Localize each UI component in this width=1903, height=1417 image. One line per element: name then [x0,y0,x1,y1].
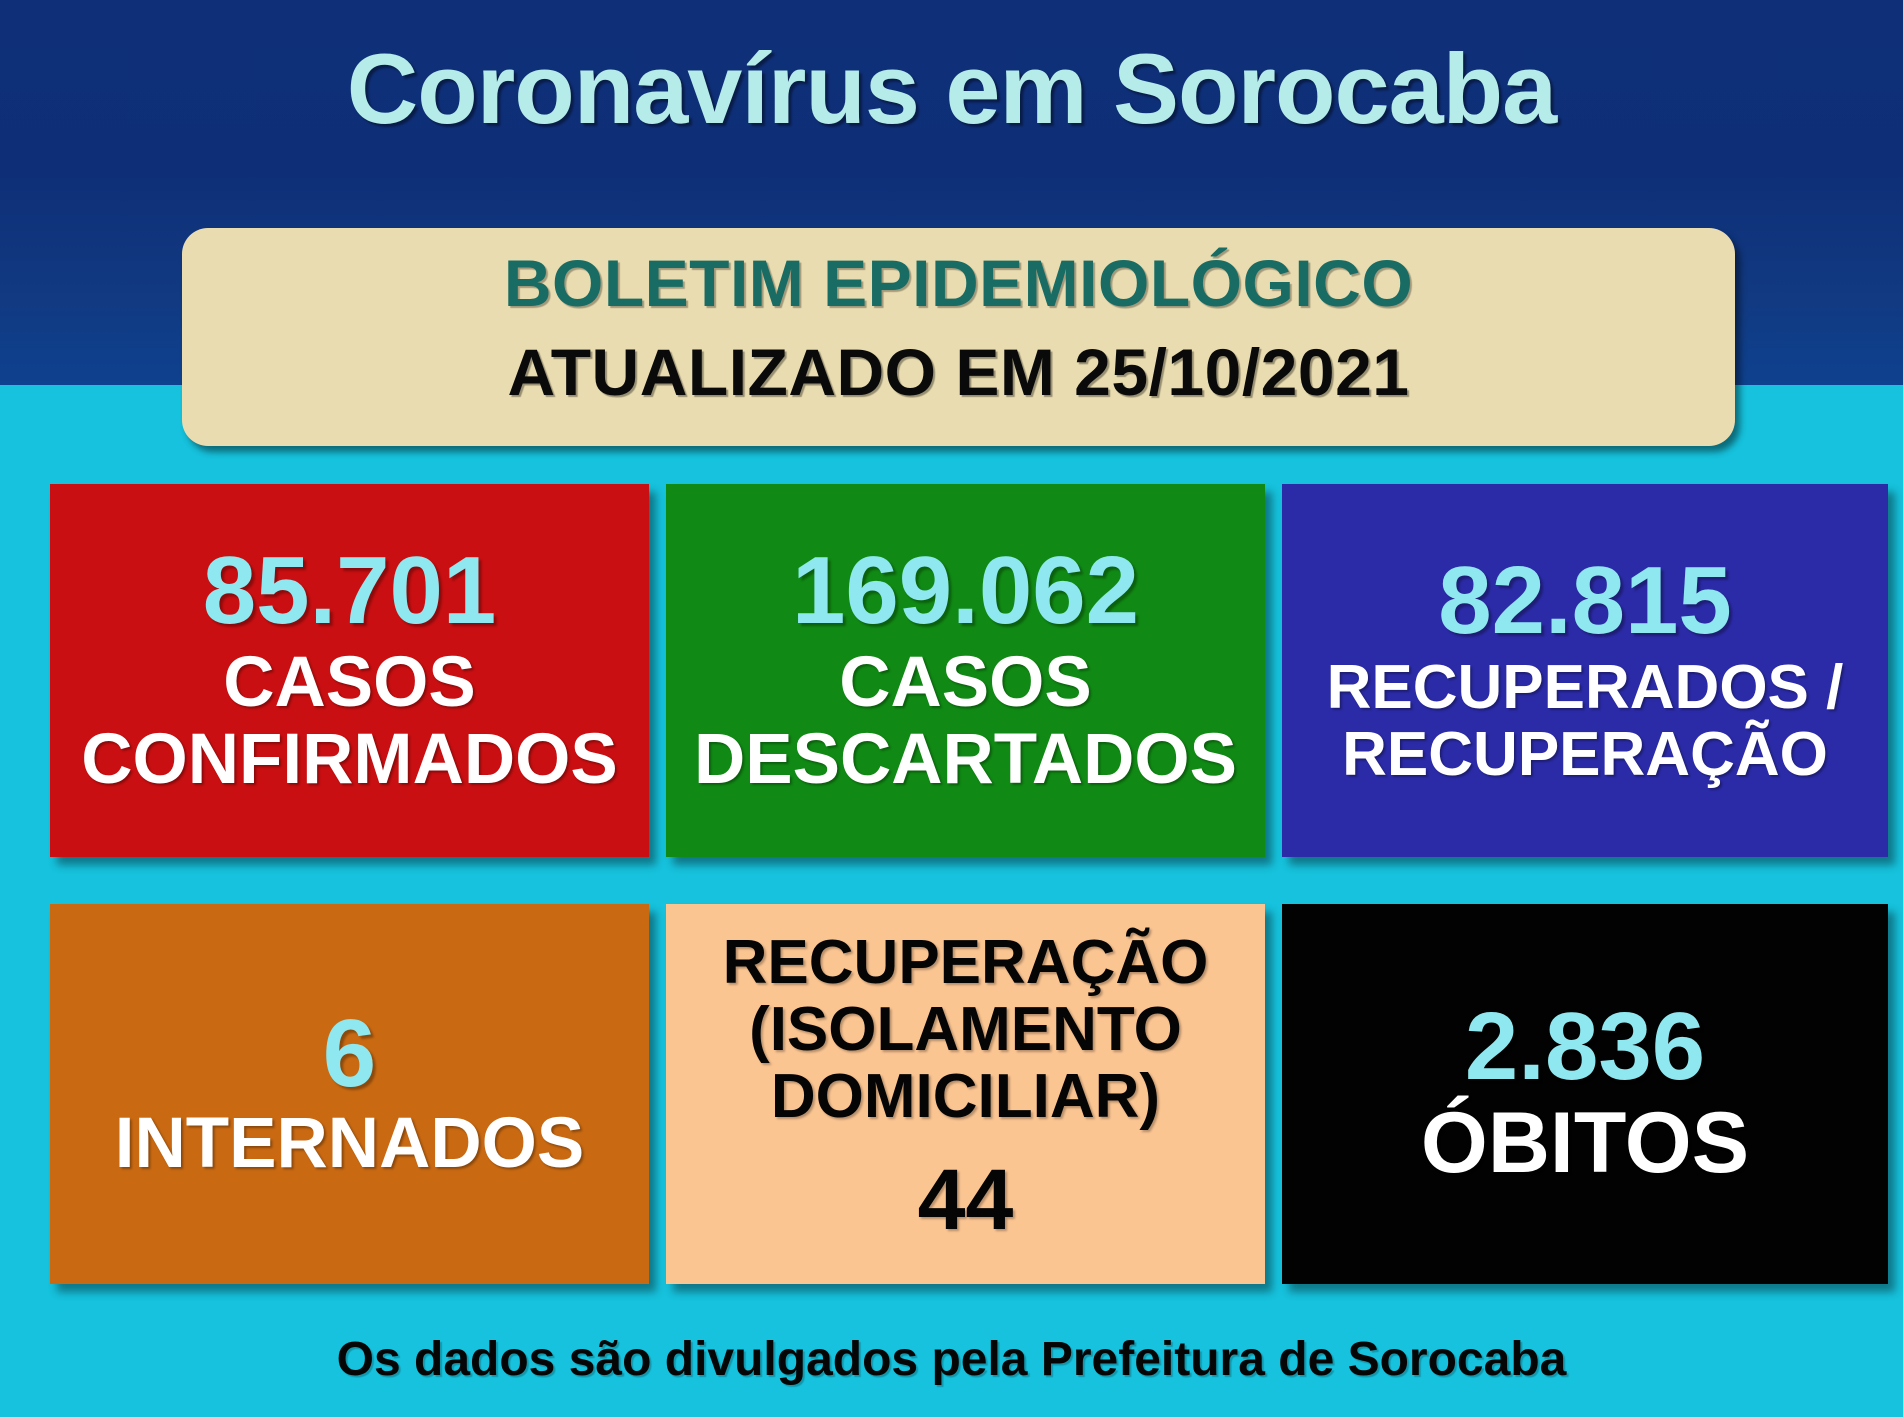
stat-label-line2: CONFIRMADOS [81,719,618,799]
stat-value-recuperacao-domiciliar: 44 [917,1151,1014,1248]
stat-label-casos-confirmados: CASOS CONFIRMADOS [81,642,618,799]
page-title: Coronavírus em Sorocaba [346,33,1557,144]
bulletin-heading: BOLETIM EPIDEMIOLÓGICO [503,246,1414,320]
stat-value-recuperados: 82.815 [1438,546,1732,654]
stat-value-internados: 6 [322,999,377,1107]
bulletin-update-date: ATUALIZADO EM 25/10/2021 [507,335,1410,409]
stat-card-obitos: 2.836 ÓBITOS [1282,904,1888,1284]
stat-card-casos-confirmados: 85.701 CASOS CONFIRMADOS [50,484,649,857]
stat-label-obitos: ÓBITOS [1420,1094,1750,1191]
stat-label-line2: RECUPERAÇÃO [1342,719,1828,789]
stat-value-casos-descartados: 169.062 [791,536,1139,644]
stat-label-recuperados: RECUPERADOS / RECUPERAÇÃO [1326,652,1844,789]
stat-label-internados: INTERNADOS [114,1103,585,1183]
stat-card-recuperados: 82.815 RECUPERADOS / RECUPERAÇÃO [1282,484,1888,857]
footer-source-note: Os dados são divulgados pela Prefeitura … [336,1333,1567,1386]
stat-label-line1: CASOS [839,642,1092,722]
stat-card-recuperacao-domiciliar: RECUPERAÇÃO (ISOLAMENTO DOMICILIAR) 44 [666,904,1265,1284]
stat-label-line3: DOMICILIAR) [770,1061,1161,1131]
stat-label-line1: INTERNADOS [114,1103,585,1183]
stat-label-line2: DESCARTADOS [693,719,1238,799]
stat-card-internados: 6 INTERNADOS [50,904,649,1284]
stat-label-line1: ÓBITOS [1420,1094,1750,1191]
stats-grid: 85.701 CASOS CONFIRMADOS 169.062 CASOS D… [50,484,1888,1329]
stat-label-line1: CASOS [223,642,476,722]
stat-label-line1: RECUPERADOS / [1326,652,1844,722]
stat-value-casos-confirmados: 85.701 [202,536,497,644]
stat-value-obitos: 2.836 [1464,992,1706,1100]
stat-label-recuperacao-domiciliar: RECUPERAÇÃO (ISOLAMENTO DOMICILIAR) [722,928,1209,1131]
stat-card-casos-descartados: 169.062 CASOS DESCARTADOS [666,484,1265,857]
stat-label-line1: RECUPERAÇÃO [722,928,1209,997]
stat-label-casos-descartados: CASOS DESCARTADOS [693,642,1238,799]
stat-label-line2: (ISOLAMENTO [749,994,1182,1064]
bulletin-box: BOLETIM EPIDEMIOLÓGICO ATUALIZADO EM 25/… [182,228,1735,446]
